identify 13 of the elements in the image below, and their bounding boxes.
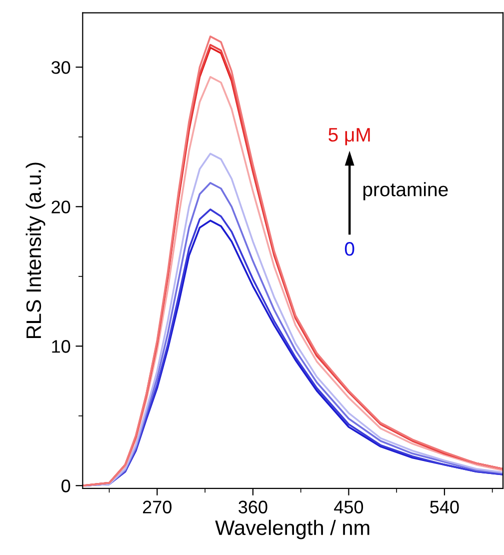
x-tick-label: 270 <box>142 500 172 514</box>
y-tick-label: 30 <box>51 61 70 74</box>
y-tick-label: 20 <box>52 200 70 214</box>
x-tick-label: 540 <box>430 500 459 514</box>
y-tick-label: 10 <box>52 340 70 353</box>
x-axis-title: Wavelength / nm <box>215 520 370 540</box>
annotation: 0 <box>344 242 354 256</box>
annotation: 5 μM <box>328 128 370 146</box>
annotation: protamine <box>363 182 448 200</box>
y-axis-title: RLS Intensity (a.u.) <box>26 162 46 338</box>
x-tick-label: 360 <box>238 500 268 514</box>
y-tick-label: 0 <box>62 480 70 492</box>
x-tick-label: 450 <box>334 500 364 514</box>
